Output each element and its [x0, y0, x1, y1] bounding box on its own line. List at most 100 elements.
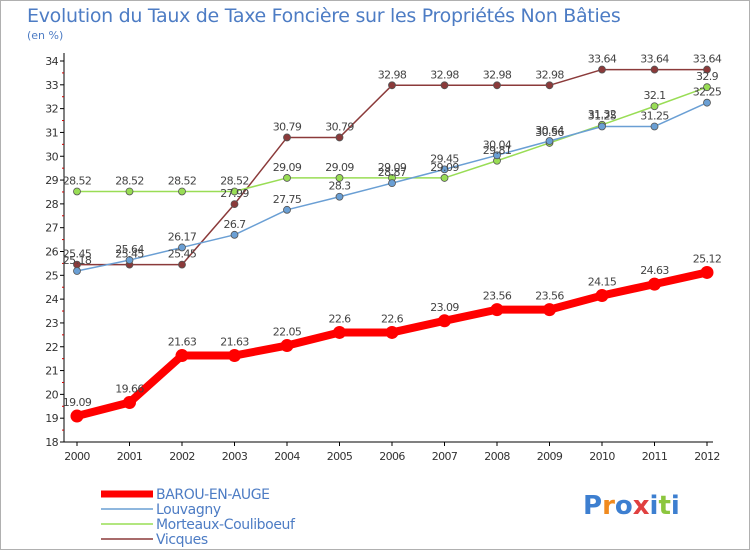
- data-point: [700, 265, 714, 279]
- logo-letter: o: [614, 491, 633, 521]
- data-label: 19.66: [115, 382, 144, 395]
- data-label: 28.87: [378, 166, 407, 179]
- logo-letter: i: [649, 491, 659, 521]
- data-point: [598, 65, 606, 74]
- data-label: 33.64: [640, 53, 669, 66]
- x-tick-label: 2009: [537, 450, 563, 463]
- data-point: [125, 187, 134, 196]
- data-point: [228, 349, 241, 363]
- x-tick-label: 2006: [379, 450, 405, 463]
- y-tick-label: 30: [45, 150, 58, 163]
- series-louvagny: [73, 98, 711, 275]
- data-point: [283, 174, 291, 182]
- y-tick-label: 29: [45, 174, 58, 187]
- data-point: [543, 303, 556, 317]
- data-label: 31.25: [588, 109, 617, 122]
- data-label: 26.7: [223, 218, 246, 231]
- x-tick-label: 2004: [274, 450, 300, 463]
- chart-title: Evolution du Taux de Taxe Foncière sur l…: [27, 5, 621, 27]
- data-label: 31.32: [588, 108, 617, 121]
- y-tick-label: 24: [45, 293, 58, 306]
- data-point: [598, 122, 606, 131]
- data-label: 28.52: [220, 174, 249, 187]
- data-point: [595, 289, 609, 303]
- data-label: 29.45: [430, 152, 459, 165]
- x-tick-label: 2011: [642, 450, 668, 463]
- data-point: [650, 122, 659, 131]
- logo-letter: t: [658, 491, 671, 521]
- data-point: [178, 187, 186, 196]
- y-tick-label: 33: [45, 79, 58, 92]
- data-point: [440, 81, 449, 90]
- data-point: [230, 230, 239, 239]
- data-label: 28.52: [63, 174, 92, 187]
- data-point: [70, 409, 84, 423]
- data-label: 24.15: [588, 276, 617, 289]
- data-point: [440, 174, 449, 182]
- data-point: [545, 137, 554, 145]
- data-point: [335, 192, 344, 201]
- data-label: 30.04: [483, 138, 512, 151]
- data-point: [648, 277, 661, 291]
- data-label: 32.9: [696, 70, 719, 83]
- data-point: [178, 243, 186, 252]
- data-point: [650, 65, 659, 74]
- data-point: [545, 81, 554, 90]
- data-label: 29.09: [430, 161, 459, 174]
- data-label: 32.98: [430, 68, 459, 81]
- proxiti-logo: Proxiti: [583, 491, 680, 521]
- legend-label: Vicques: [156, 532, 208, 548]
- y-tick-label: 18: [45, 436, 58, 449]
- data-label: 32.1: [643, 89, 665, 102]
- data-point: [388, 81, 396, 90]
- data-label: 32.25: [693, 86, 722, 99]
- data-point: [335, 174, 344, 182]
- chart-unit-label: (en %): [27, 29, 64, 42]
- legend: BAROU-EN-AUGELouvagnyMorteaux-Couliboeuf…: [101, 487, 296, 548]
- y-tick-label: 26: [45, 246, 58, 259]
- logo-letter: P: [583, 491, 603, 521]
- logo-letter: r: [602, 491, 615, 521]
- data-point: [333, 325, 346, 339]
- data-label: 23.09: [430, 301, 459, 314]
- data-label: 28.3: [328, 180, 351, 193]
- data-label: 28.52: [168, 174, 197, 187]
- y-tick-label: 22: [45, 341, 58, 354]
- x-tick-label: 2005: [327, 450, 353, 463]
- data-label: 32.98: [378, 68, 407, 81]
- x-tick-label: 2003: [222, 450, 248, 463]
- data-label: 29.81: [483, 144, 512, 157]
- data-label: 29.09: [273, 161, 302, 174]
- data-label: 22.6: [328, 312, 351, 325]
- data-point: [703, 83, 711, 92]
- y-tick-label: 28: [45, 198, 58, 211]
- data-point: [175, 349, 189, 363]
- data-label: 32.98: [535, 68, 564, 81]
- data-label: 25.64: [115, 243, 144, 256]
- data-label: 29.09: [378, 161, 407, 174]
- data-point: [125, 256, 134, 264]
- data-point: [283, 133, 291, 142]
- data-label: 25.45: [168, 248, 197, 261]
- data-label: 22.05: [273, 326, 302, 339]
- data-point: [283, 205, 291, 214]
- y-tick-label: 21: [45, 365, 58, 378]
- data-label: 27.75: [273, 193, 302, 206]
- logo-letter: x: [632, 491, 650, 521]
- data-point: [280, 339, 294, 353]
- series-barou-en-auge: [70, 265, 714, 423]
- data-point: [123, 395, 136, 409]
- data-label: 29.09: [325, 161, 354, 174]
- y-tick-label: 23: [45, 317, 58, 330]
- data-point: [73, 267, 81, 275]
- y-tick-label: 31: [45, 126, 58, 139]
- x-tick-label: 2001: [117, 450, 143, 463]
- data-point: [650, 102, 659, 111]
- data-label: 25.45: [63, 248, 92, 261]
- data-point: [230, 200, 239, 209]
- legend-label: Morteaux-Couliboeuf: [156, 517, 296, 533]
- data-label: 24.63: [640, 264, 669, 277]
- data-point: [178, 260, 186, 269]
